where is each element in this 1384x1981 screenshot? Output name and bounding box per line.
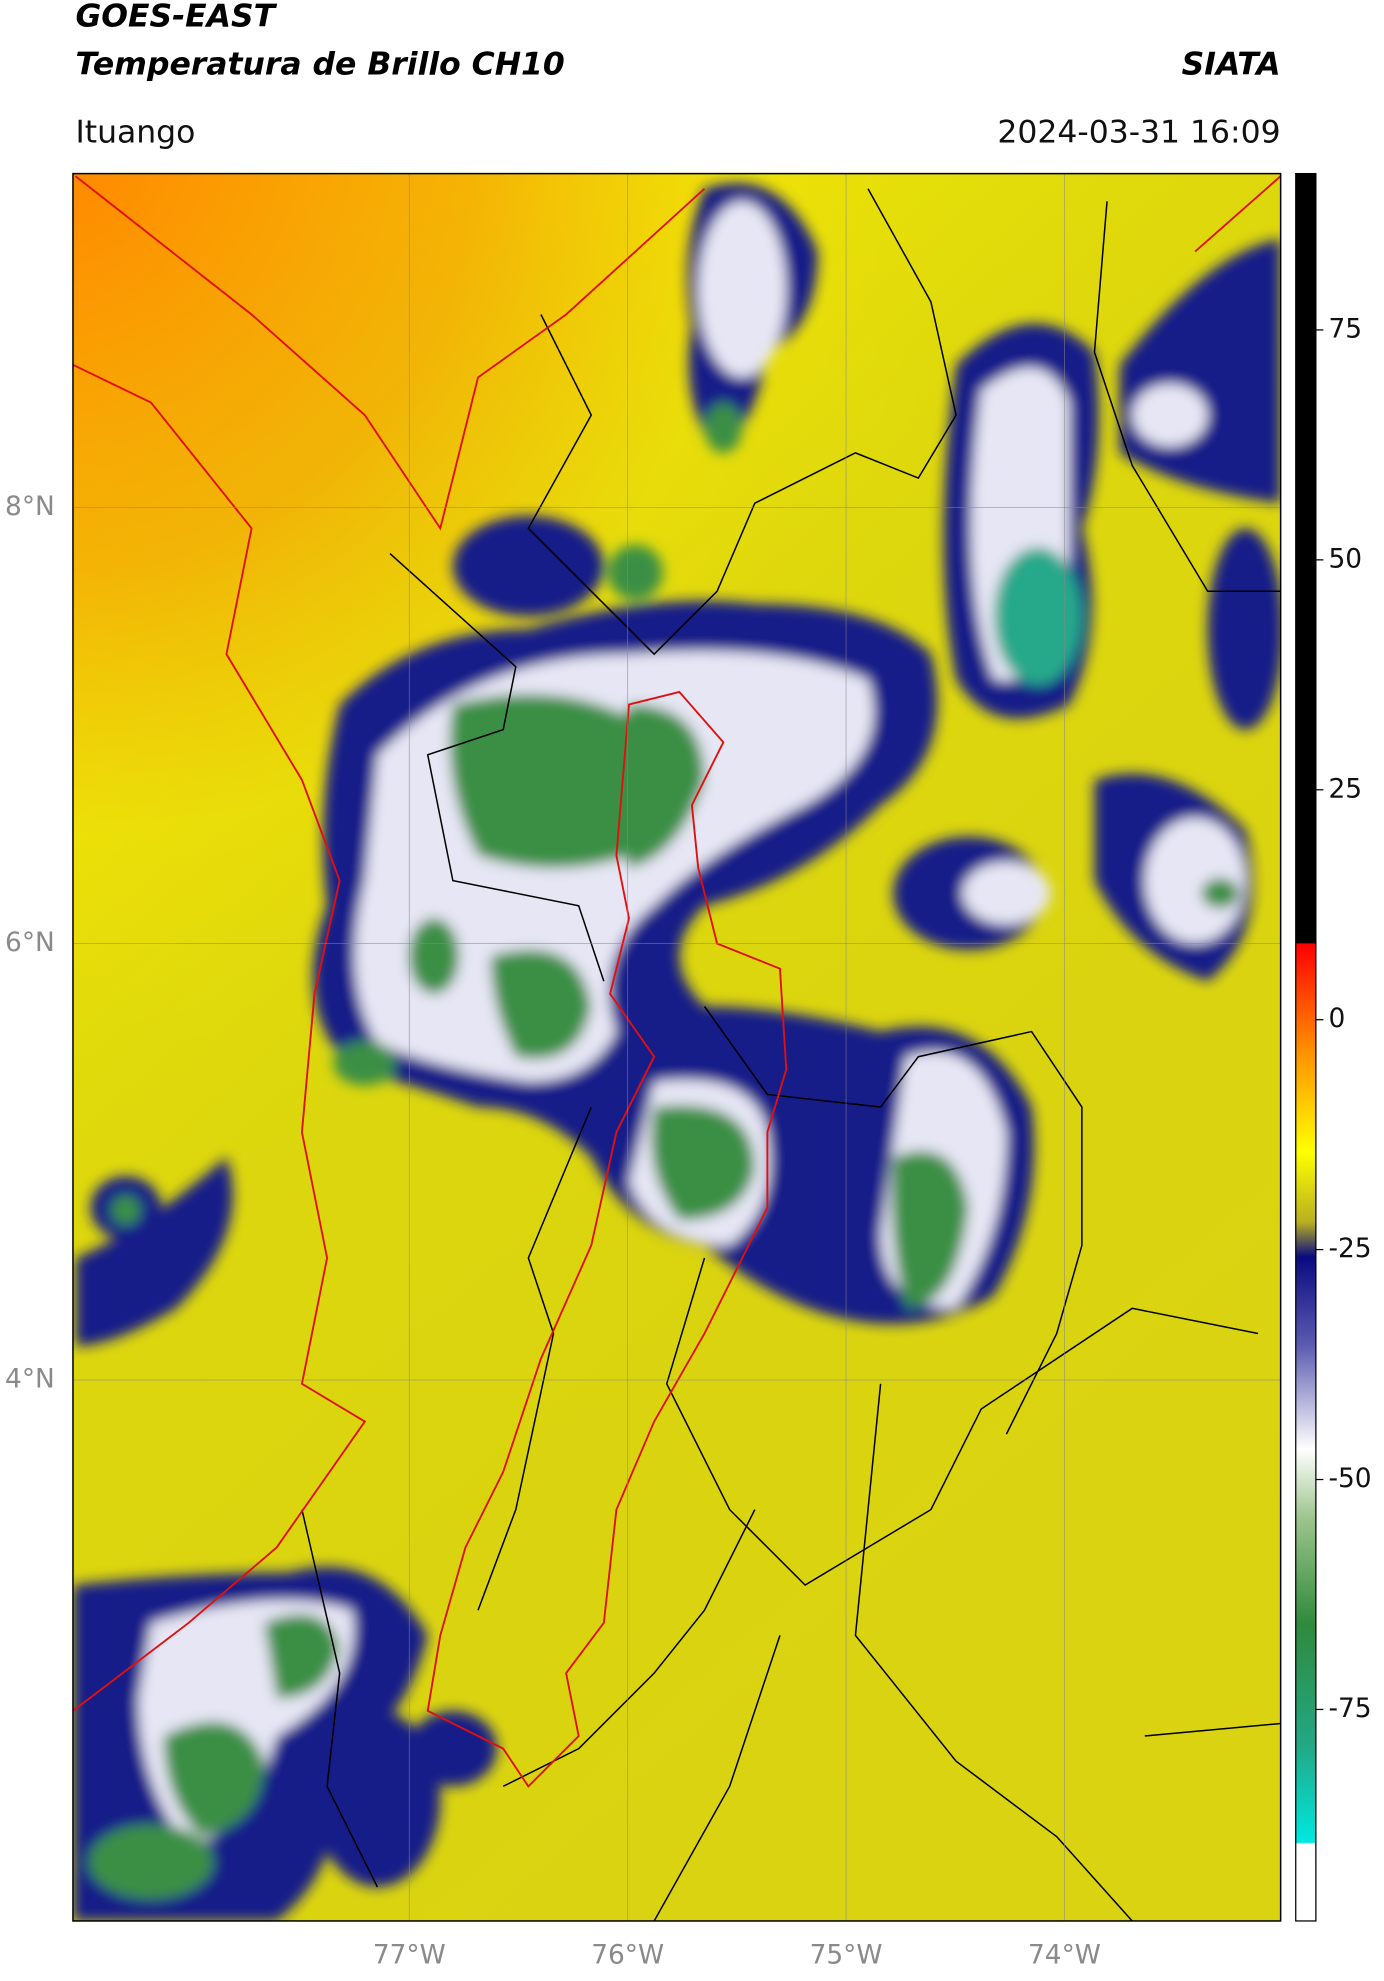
colorbar-tick-label: 50 [1328,543,1362,574]
colorbar-tick-label: -25 [1328,1233,1371,1264]
colorbar [1295,172,1317,1922]
map-frame [72,172,1282,1922]
y-tick-label: 6°N [5,927,55,958]
y-tick-label: 4°N [5,1363,55,1394]
content: GOES-EAST Temperatura de Brillo CH10 SIA… [5,0,1372,1971]
subtitle: Temperatura de Brillo CH10 [75,46,564,82]
colorbar-tick-label: 25 [1328,773,1362,804]
location: Ituango [75,114,195,150]
colorbar-tick-label: -75 [1328,1693,1371,1724]
colorbar-tick-label: 0 [1328,1003,1345,1034]
x-tick-label: 75°W [810,1940,883,1971]
title: GOES-EAST [75,0,277,35]
grid [72,173,1281,1921]
x-tick-label: 76°W [591,1940,664,1971]
satellite-image [72,173,1281,1921]
datetime: 2024-03-31 16:09 [997,114,1280,150]
x-tick-label: 77°W [373,1940,446,1971]
colorbar-tick-label: -50 [1328,1463,1371,1494]
y-tick-label: 8°N [5,491,55,522]
x-tick-label: 74°W [1028,1940,1101,1971]
colorbar-tick-label: 75 [1328,313,1362,344]
brand: SIATA [1182,46,1281,82]
borders [301,188,1281,1921]
